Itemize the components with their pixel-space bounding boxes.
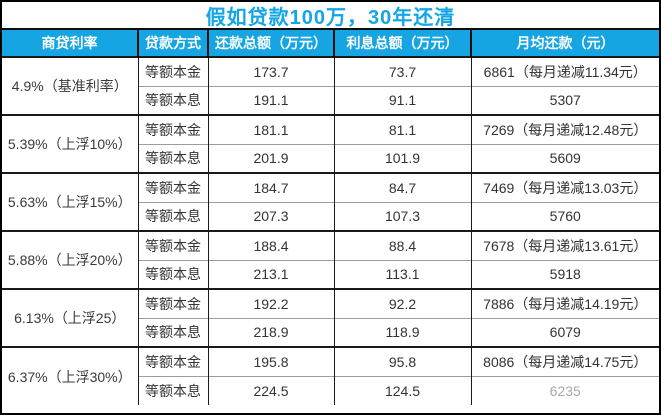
interest-cell: 107.3 [333,201,471,231]
total-cell: 207.3 [207,201,334,231]
total-cell: 224.5 [207,375,334,405]
column-header-method: 贷款方式 [137,30,208,58]
table-row: 等额本息 191.1 91.1 5307 [2,85,659,115]
total-cell: 191.1 [207,85,334,115]
table-row: 5.39%（上浮10%） 等额本金 181.1 81.1 7269（每月递减12… [2,114,659,173]
table-row: 等额本息 224.5 124.5 6235 [2,375,659,405]
loan-table: 商贷利率 贷款方式 还款总额（万元） 利息总额（万元） 月均还款（元） 4.9%… [2,30,659,405]
interest-cell: 124.5 [333,375,471,405]
monthly-cell: 7469（每月递减13.03元） [470,172,659,202]
rate-cell: 4.9%（基准利率） [2,56,138,115]
table-row: 等额本息 213.1 113.1 5918 [2,259,659,289]
method-cell: 等额本息 [137,143,208,173]
table-row: 等额本息 201.9 101.9 5609 [2,143,659,173]
table-row: 5.63%（上浮15%） 等额本金 184.7 84.7 7469（每月递减13… [2,172,659,231]
rate-cell: 6.13%（上浮25） [2,288,138,347]
total-cell: 188.4 [207,230,334,260]
total-cell: 184.7 [207,172,334,202]
method-cell: 等额本息 [137,201,208,231]
interest-cell: 101.9 [333,143,471,173]
monthly-cell: 8086（每月递减14.75元） [470,346,659,376]
interest-cell: 95.8 [333,346,471,376]
total-cell: 173.7 [207,56,334,86]
monthly-cell: 6079 [470,317,659,347]
total-cell: 181.1 [207,114,334,144]
interest-cell: 88.4 [333,230,471,260]
method-cell: 等额本息 [137,85,208,115]
column-header-rate: 商贷利率 [2,30,138,58]
table-row: 6.13%（上浮25） 等额本金 192.2 92.2 7886（每月递减14.… [2,288,659,347]
monthly-cell: 5609 [470,143,659,173]
column-header-total: 还款总额（万元） [207,30,334,58]
method-cell: 等额本金 [137,56,208,86]
rate-cell: 5.39%（上浮10%） [2,114,138,173]
total-cell: 218.9 [207,317,334,347]
rate-cell: 5.88%（上浮20%） [2,230,138,289]
interest-cell: 81.1 [333,114,471,144]
method-cell: 等额本金 [137,114,208,144]
method-cell: 等额本息 [137,375,208,405]
method-cell: 等额本息 [137,317,208,347]
monthly-cell: 7678（每月递减13.61元） [470,230,659,260]
monthly-cell: 6235 [470,375,659,405]
total-cell: 213.1 [207,259,334,289]
interest-cell: 73.7 [333,56,471,86]
total-cell: 192.2 [207,288,334,318]
table-title: 假如贷款100万，30年还清 [2,2,659,30]
table-row: 等额本息 207.3 107.3 5760 [2,201,659,231]
total-cell: 201.9 [207,143,334,173]
method-cell: 等额本息 [137,259,208,289]
column-header-interest: 利息总额（万元） [333,30,471,58]
table-row: 4.9%（基准利率） 等额本金 173.7 73.7 6861（每月递减11.3… [2,56,659,115]
method-cell: 等额本金 [137,288,208,318]
monthly-cell: 5918 [470,259,659,289]
interest-cell: 113.1 [333,259,471,289]
header-row: 商贷利率 贷款方式 还款总额（万元） 利息总额（万元） 月均还款（元） [2,30,659,58]
monthly-cell: 6861（每月递减11.34元） [470,56,659,86]
monthly-cell: 7269（每月递减12.48元） [470,114,659,144]
monthly-cell: 5307 [470,85,659,115]
method-cell: 等额本金 [137,172,208,202]
interest-cell: 84.7 [333,172,471,202]
interest-cell: 92.2 [333,288,471,318]
column-header-monthly: 月均还款（元） [470,30,659,58]
interest-cell: 118.9 [333,317,471,347]
interest-cell: 91.1 [333,85,471,115]
total-cell: 195.8 [207,346,334,376]
rate-cell: 5.63%（上浮15%） [2,172,138,231]
method-cell: 等额本金 [137,346,208,376]
table-row: 等额本息 218.9 118.9 6079 [2,317,659,347]
rate-cell: 6.37%（上浮30%） [2,346,138,405]
table-row: 5.88%（上浮20%） 等额本金 188.4 88.4 7678（每月递减13… [2,230,659,289]
monthly-cell: 7886（每月递减14.19元） [470,288,659,318]
table-row: 6.37%（上浮30%） 等额本金 195.8 95.8 8086（每月递减14… [2,346,659,405]
monthly-cell: 5760 [470,201,659,231]
method-cell: 等额本金 [137,230,208,260]
